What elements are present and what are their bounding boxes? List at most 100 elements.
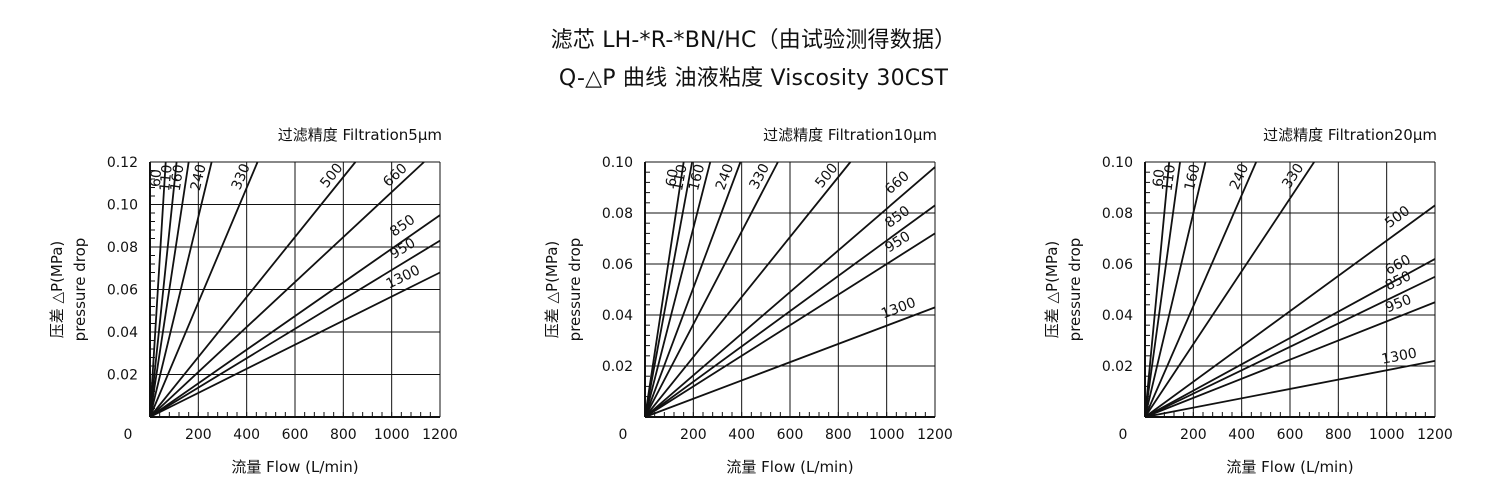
x-axis-label: 流量 Flow (L/min) — [231, 458, 358, 476]
x-tick-label: 600 — [1277, 427, 1304, 443]
chart-svg: 过滤精度 Filtration10μm 0.02 0.04 0.06 0.08 0.10 2… — [543, 126, 953, 476]
series-line-160 — [644, 161, 712, 418]
x-tick-label: 800 — [1325, 427, 1352, 443]
y-tick-label: 0.10 — [1102, 155, 1133, 171]
series-line-950 — [644, 232, 936, 418]
series-line-60 — [1144, 161, 1171, 418]
x-tick-label: 1000 — [869, 427, 905, 443]
y-tick-label: 0.02 — [1102, 359, 1133, 375]
y-tick-label: 0.10 — [602, 155, 633, 171]
series-line-950 — [149, 239, 441, 418]
y-axis-label-en: pressure drop — [566, 238, 584, 342]
y-axis-label-cn: 压差 △P(MPa) — [1043, 241, 1061, 339]
series-line-240 — [1144, 161, 1257, 418]
series-line-110 — [1144, 161, 1181, 418]
series-line-330 — [1144, 161, 1315, 418]
page-title: 滤芯 LH-*R-*BN/HC（由试验测得数据） — [550, 28, 957, 53]
series-line-240 — [644, 161, 742, 418]
series-label-660: 660 — [380, 161, 410, 191]
series-label-330: 330 — [746, 161, 773, 192]
series-line-500 — [644, 161, 852, 418]
chart-title: 过滤精度 Filtration5μm — [278, 126, 442, 144]
series-label-330: 330 — [1279, 161, 1307, 192]
chart-filtration-10um: 过滤精度 Filtration10μm 0.02 0.04 0.06 0.08 0.10 2… — [535, 110, 1015, 493]
y-tick-label: 0.10 — [107, 198, 138, 214]
origin-label: 0 — [1119, 427, 1128, 443]
y-axis-label-cn: 压差 △P(MPa) — [543, 241, 561, 339]
y-tick-label: 0.02 — [107, 368, 138, 384]
series-label-500: 500 — [317, 160, 346, 191]
minor-ticks — [150, 170, 431, 417]
chart-filtration-5um: 过滤精度 Filtration5μm 0.02 0.04 0.06 0.08 0.10 0.… — [40, 110, 520, 493]
series-line-850 — [1144, 275, 1436, 418]
x-tick-label: 600 — [282, 427, 309, 443]
series-line-240 — [149, 161, 213, 418]
series-label-240: 240 — [188, 163, 210, 193]
x-tick-label: 200 — [680, 427, 707, 443]
y-tick-label: 0.04 — [1102, 308, 1133, 324]
x-tick-label: 1200 — [1417, 427, 1453, 443]
series-line-160 — [1144, 161, 1207, 418]
series-line-160 — [149, 161, 190, 418]
y-tick-label: 0.08 — [107, 240, 138, 256]
chart-svg: 过滤精度 Filtration5μm 0.02 0.04 0.06 0.08 0.10 0.… — [48, 126, 458, 476]
series-label-60: 60 — [663, 168, 681, 188]
series-line-660 — [149, 161, 425, 418]
series-label-60: 60 — [1150, 168, 1168, 187]
series-label-240: 240 — [1227, 161, 1252, 192]
series-line-850 — [149, 214, 441, 418]
series-label-160: 160 — [686, 162, 708, 192]
series-line-60 — [149, 161, 167, 418]
x-tick-label: 400 — [1228, 427, 1255, 443]
series-line-500 — [1144, 204, 1436, 418]
series-label-1300: 1300 — [879, 295, 918, 323]
page-subtitle: Q-△P 曲线 油液粘度 Viscosity 30CST — [558, 66, 949, 91]
series-line-850 — [644, 204, 936, 418]
origin-label: 0 — [619, 427, 628, 443]
x-tick-label: 400 — [233, 427, 260, 443]
x-tick-label: 1000 — [374, 427, 410, 443]
series-line-1300 — [644, 306, 936, 418]
chart-title: 过滤精度 Filtration10μm — [763, 126, 937, 144]
y-axis-label-en: pressure drop — [1066, 238, 1084, 342]
series-line-660 — [644, 166, 936, 418]
series-label-110: 110 — [157, 164, 176, 192]
series-label-240: 240 — [713, 162, 737, 193]
y-axis-label-en: pressure drop — [71, 238, 89, 342]
y-tick-label: 0.06 — [1102, 257, 1133, 273]
y-tick-label: 0.06 — [107, 283, 138, 299]
y-axis-label-cn: 压差 △P(MPa) — [48, 241, 66, 339]
grid — [149, 161, 441, 417]
series-label-1300: 1300 — [1380, 345, 1418, 367]
x-tick-label: 400 — [728, 427, 755, 443]
series-label-60: 60 — [148, 169, 165, 188]
y-tick-label: 0.06 — [602, 257, 633, 273]
x-tick-label: 600 — [777, 427, 804, 443]
y-tick-label: 0.04 — [107, 325, 138, 341]
chart-filtration-20um: 过滤精度 Filtration20μm 0.02 0.04 0.06 0.08 0.10 2… — [1035, 110, 1507, 493]
series-line-660 — [1144, 258, 1436, 418]
series-label-1300: 1300 — [384, 262, 423, 292]
y-tick-label: 0.04 — [602, 308, 633, 324]
series-label-160: 160 — [1182, 163, 1204, 193]
series-line-950 — [1144, 301, 1436, 418]
origin-label: 0 — [124, 427, 133, 443]
series-label-160: 160 — [168, 163, 188, 192]
y-tick-label: 0.08 — [602, 206, 633, 222]
series-line-500 — [149, 161, 357, 418]
y-tick-label: 0.12 — [107, 155, 138, 171]
x-tick-label: 1200 — [917, 427, 953, 443]
series-line-60 — [644, 161, 685, 418]
x-tick-label: 800 — [330, 427, 357, 443]
series-label-110: 110 — [1160, 164, 1179, 193]
series-line-110 — [149, 161, 178, 418]
x-tick-label: 800 — [825, 427, 852, 443]
x-tick-label: 200 — [1180, 427, 1207, 443]
series-line-330 — [644, 161, 779, 418]
series-line-110 — [644, 161, 694, 418]
series-line-330 — [149, 161, 259, 418]
x-axis-label: 流量 Flow (L/min) — [726, 458, 853, 476]
grid — [1144, 161, 1436, 417]
y-tick-label: 0.02 — [602, 359, 633, 375]
y-tick-label: 0.08 — [1102, 206, 1133, 222]
